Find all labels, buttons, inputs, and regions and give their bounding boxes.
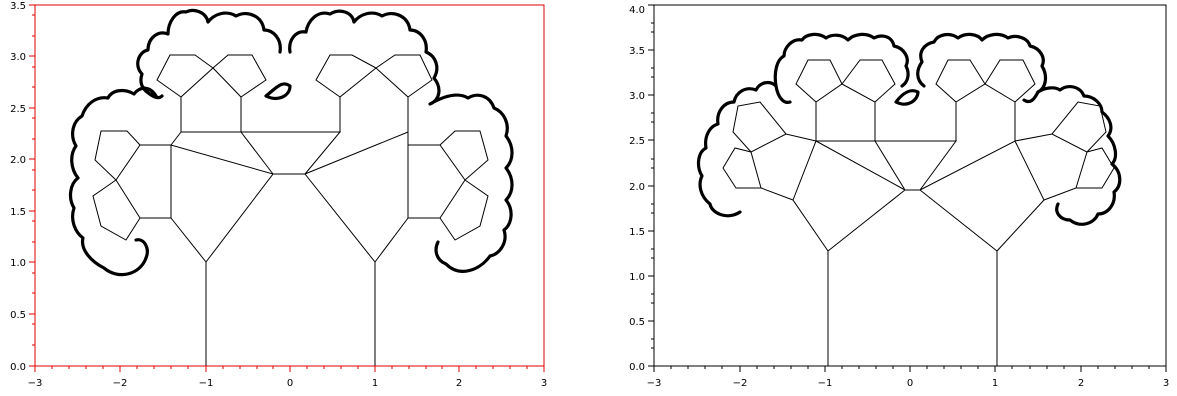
y-tick-labels-left: 0.0 0.5 1.0 1.5 2.0 2.5 3.0 3.5 [10, 1, 26, 373]
x-ticks-right [653, 366, 1167, 372]
y-tick-label: 0.5 [10, 310, 26, 321]
fractal-edge-right [916, 32, 1122, 226]
twig-mid-1 [212, 54, 267, 98]
x-tick-label: 3 [541, 378, 547, 389]
twig-left-3 [156, 54, 214, 98]
twig-mid-2 [315, 54, 377, 98]
x-tick-label: 2 [456, 378, 462, 389]
twig-mid-1 [795, 59, 843, 103]
y-tick-label: 1.0 [10, 258, 26, 269]
sub-branch-mid-right [955, 83, 1016, 141]
y-tick-labels-right: 0.0 0.5 1.0 1.5 2.0 2.5 3.0 3.5 4.0 [629, 5, 645, 373]
x-tick-label: −3 [28, 378, 43, 389]
chart-left: −3 −2 −1 0 1 2 3 0.0 0.5 1.0 1.5 2.0 2.5… [10, 1, 547, 389]
chart-right: −3 −2 −1 0 1 2 3 0.0 0.5 1.0 1.5 2.0 2.5… [629, 4, 1170, 389]
y-tick-label: 4.0 [629, 5, 645, 16]
sub-branch-left-lower [115, 144, 171, 219]
fractal-edge-inner-left [894, 89, 920, 106]
x-tick-label: −1 [199, 378, 214, 389]
sub-branch-right-upper [339, 67, 409, 132]
twig-left-2 [92, 179, 141, 241]
fractal-edge-inner-right [774, 84, 792, 104]
x-tick-label: 1 [372, 378, 378, 389]
axes-left: −3 −2 −1 0 1 2 3 0.0 0.5 1.0 1.5 2.0 2.5… [10, 1, 547, 389]
twig-right-2 [439, 179, 489, 241]
fractal-edge-bottom-left [134, 238, 149, 260]
sub-branch-right [1014, 133, 1088, 201]
x-tick-label: 1 [992, 378, 998, 389]
y-tick-label: 0.5 [629, 317, 645, 328]
y-tick-label: 3.0 [10, 52, 26, 63]
x-tick-label: −3 [647, 378, 662, 389]
x-tick-label: −1 [818, 378, 833, 389]
y-tick-label: 1.5 [629, 227, 645, 238]
x-tick-label: −2 [733, 378, 748, 389]
x-tick-labels-right: −3 −2 −1 0 1 2 3 [647, 378, 1170, 389]
axis-box-right [653, 4, 1167, 367]
sub-branch-mid [874, 140, 957, 191]
twig-right-1 [1051, 101, 1107, 153]
y-tick-label: 1.5 [10, 207, 26, 218]
twig-mid-4 [984, 59, 1036, 103]
y-tick-label: 2.5 [10, 104, 26, 115]
y-tick-label: 3.5 [629, 46, 645, 57]
y-tick-label: 2.5 [629, 136, 645, 147]
x-tick-label: 0 [287, 378, 293, 389]
branch-polygon-left [792, 140, 906, 252]
y-ticks-left [29, 4, 35, 367]
x-ticks-left [34, 366, 545, 372]
plot-right-fractal-edge [696, 32, 1122, 226]
branch-polygon-left [170, 144, 274, 263]
y-ticks-right [648, 4, 654, 367]
y-tick-label: 1.0 [629, 272, 645, 283]
fractal-edge-inner-left [264, 82, 292, 100]
branch-polygon-right [919, 140, 1045, 252]
twig-left-1 [732, 101, 787, 153]
y-tick-label: 3.0 [629, 91, 645, 102]
plot-right-branches [722, 59, 1115, 366]
x-tick-label: 0 [907, 378, 913, 389]
x-tick-label: 2 [1078, 378, 1084, 389]
fractal-edge-right [288, 9, 514, 273]
axes-right: −3 −2 −1 0 1 2 3 0.0 0.5 1.0 1.5 2.0 2.5… [629, 4, 1170, 389]
x-tick-labels-left: −3 −2 −1 0 1 2 3 [28, 378, 548, 389]
plot-left-branches [92, 54, 489, 366]
y-tick-label: 0.0 [10, 362, 26, 373]
sub-branch-left-upper [170, 67, 242, 146]
sub-branch-mid [239, 131, 342, 175]
twig-left-1 [94, 130, 141, 181]
fractal-edge-inner-mid [1022, 90, 1040, 104]
y-tick-label: 2.0 [10, 155, 26, 166]
sub-branch-mid-left [815, 83, 876, 142]
branch-polygon-right [304, 131, 409, 263]
axis-box-left [34, 4, 545, 367]
twig-mid-3 [375, 54, 433, 98]
y-tick-label: 3.5 [10, 1, 26, 12]
y-tick-label: 2.0 [629, 182, 645, 193]
sub-branch-right-lower [408, 144, 466, 219]
y-tick-label: 0.0 [629, 362, 645, 373]
fractal-edge-inner-right [142, 86, 164, 100]
x-tick-label: −2 [113, 378, 128, 389]
x-tick-label: 3 [1163, 378, 1169, 389]
plot-left-fractal-edge [68, 8, 514, 277]
twig-right-1 [439, 130, 489, 181]
twig-mid-3 [935, 59, 986, 103]
twig-left-2 [722, 147, 761, 189]
fractal-edge-left [696, 32, 910, 218]
twig-mid-2 [841, 59, 896, 103]
